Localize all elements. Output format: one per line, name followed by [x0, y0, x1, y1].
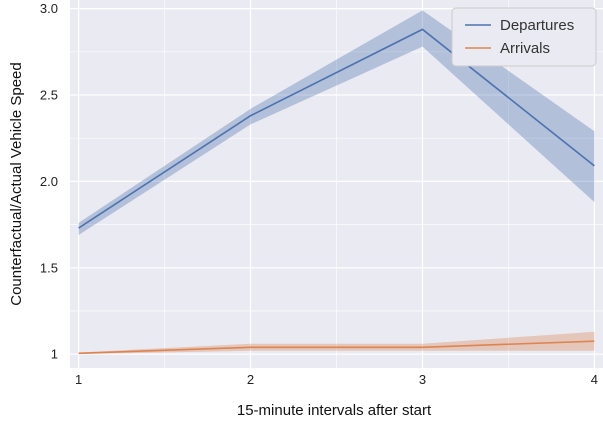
legend: Departures Arrivals: [451, 7, 597, 67]
series-lines: [78, 28, 595, 355]
y-tick-label: 2.5: [40, 88, 58, 103]
y-tick-labels: 1 1.5 2.0 2.5 3.0: [40, 1, 58, 362]
y-axis-label: Counterfactual/Actual Vehicle Speed: [8, 62, 25, 306]
y-tick-label: 1.5: [40, 260, 58, 275]
arrivals-line: [78, 340, 595, 355]
legend-arrivals-label: Arrivals: [500, 40, 550, 57]
x-axis-label: 15-minute intervals after start: [237, 402, 432, 419]
y-tick-label: 2.0: [40, 174, 58, 189]
y-tick-label: 1: [51, 347, 58, 362]
x-tick-labels: 1 2 3 4: [75, 372, 598, 387]
x-tick-label: 2: [247, 372, 254, 387]
departures-confidence-band: [78, 10, 595, 235]
y-tick-label: 3.0: [40, 1, 58, 16]
x-tick-label: 1: [75, 372, 82, 387]
departures-line: [78, 28, 595, 229]
x-tick-label: 3: [419, 372, 426, 387]
legend-departures-label: Departures: [500, 17, 574, 34]
grid: [70, 0, 603, 368]
legend-box: [451, 7, 597, 67]
x-tick-label: 4: [591, 372, 598, 387]
